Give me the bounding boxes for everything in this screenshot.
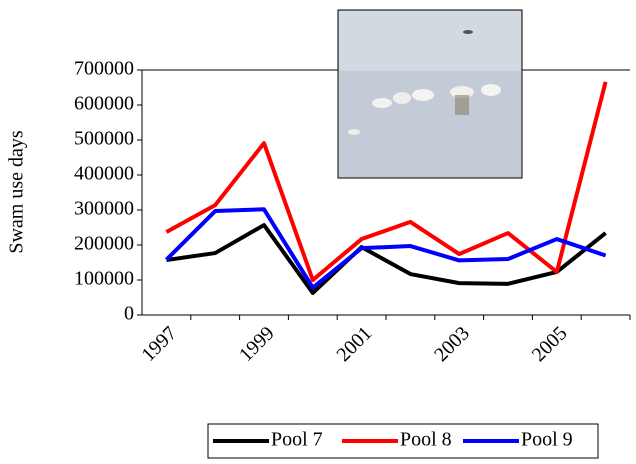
legend-label: Pool 8 (400, 429, 452, 451)
legend-label: Pool 9 (521, 429, 573, 451)
chart: Swam use days 0 100000 200000 300000 400000 5… (0, 0, 636, 464)
y-tick-label: 300000 (74, 198, 134, 220)
y-tick-label: 0 (124, 303, 134, 325)
y-tick-label: 400000 (74, 163, 134, 185)
legend: Pool 7 Pool 8 Pool 9 (208, 424, 598, 458)
y-tick-label: 500000 (74, 128, 134, 150)
y-tick-label: 700000 (74, 58, 134, 80)
x-tick-label: 2001 (333, 322, 377, 366)
photo-inset (338, 10, 522, 178)
y-axis-label: Swam use days (6, 130, 28, 254)
y-tick-label: 600000 (74, 93, 134, 115)
page: {"chart_data": {"type": "line", "y_label… (0, 0, 636, 464)
legend-label: Pool 7 (271, 429, 323, 451)
x-tick-label: 1999 (235, 322, 279, 366)
x-tick-label: 2003 (430, 322, 474, 366)
x-tick-label: 1997 (137, 322, 181, 366)
x-tick-label: 2005 (528, 322, 572, 366)
y-tick-label: 100000 (74, 268, 134, 290)
y-tick-label: 200000 (74, 233, 134, 255)
